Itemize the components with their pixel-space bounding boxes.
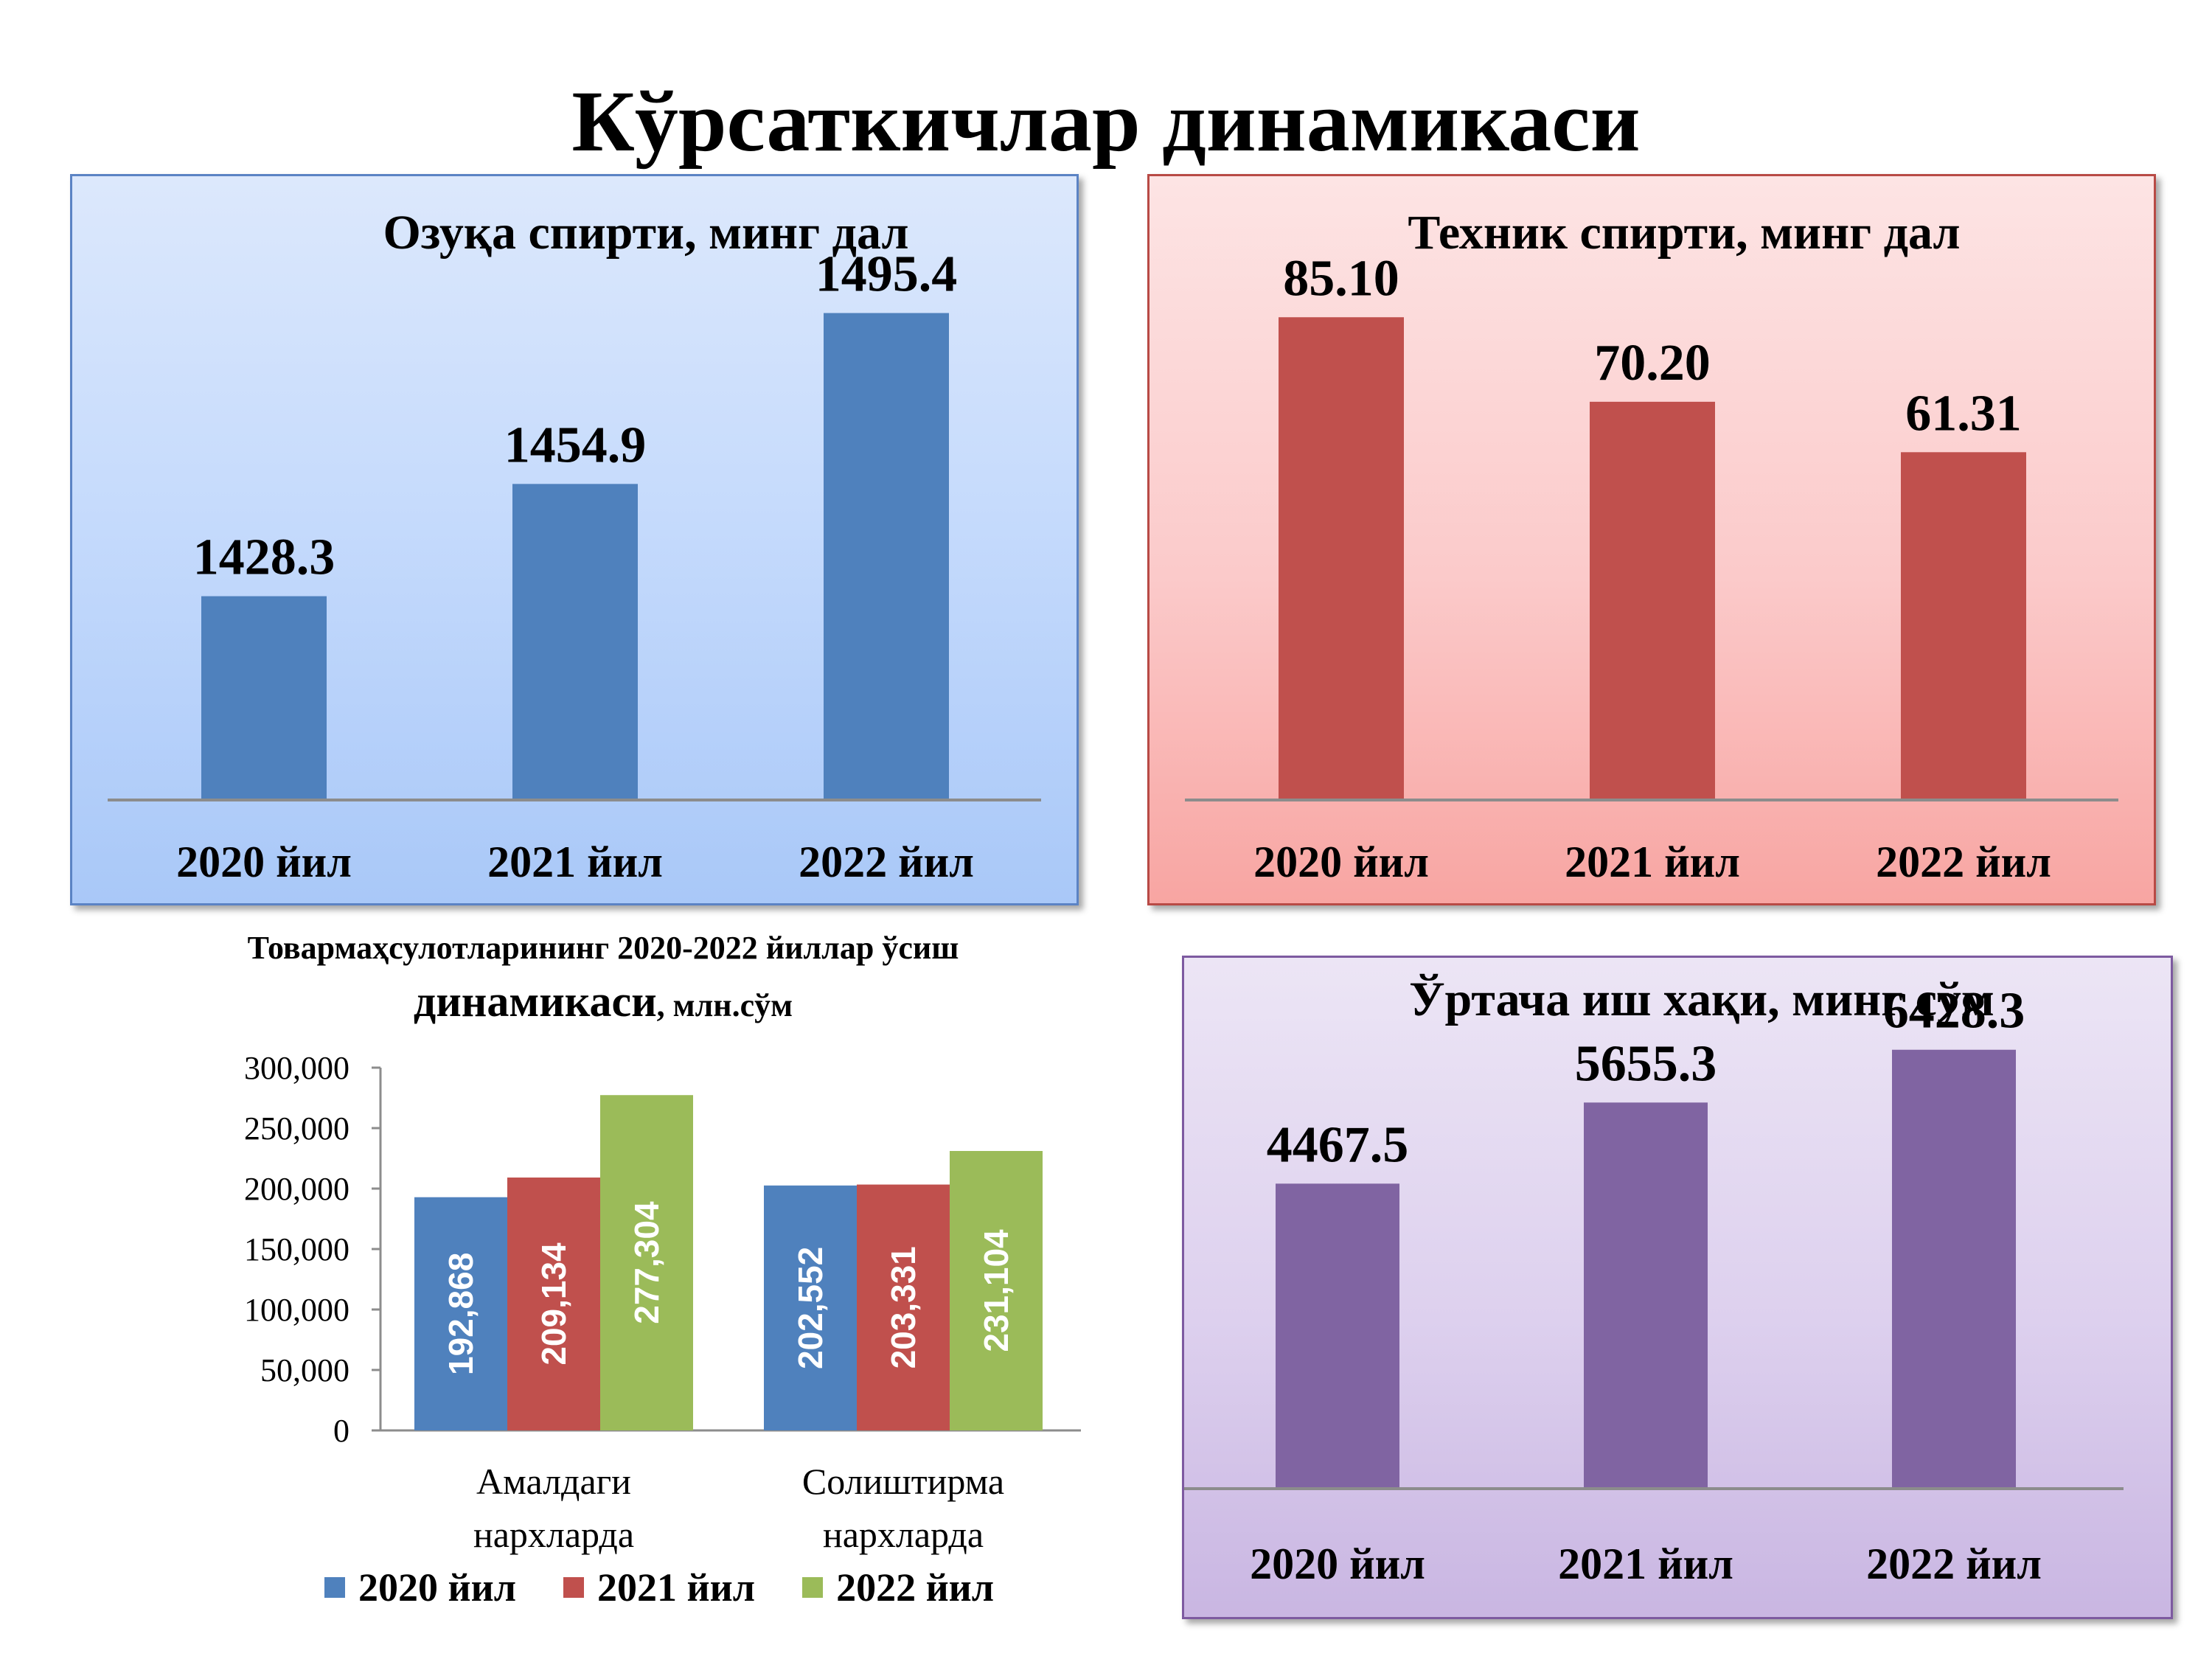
bar-2021: [1584, 1102, 1708, 1489]
bar-current-2020: [414, 1197, 507, 1430]
data-label-comparable-2021: 203,331: [884, 1246, 922, 1368]
data-label-comparable-2022: 231,104: [977, 1229, 1015, 1352]
x-tick-label-2021: 2021 йил: [487, 838, 663, 886]
data-label-2020: 85.10: [1283, 250, 1399, 307]
x-tick-label-2022: 2022 йил: [1876, 838, 2051, 886]
x-tick-label-current: нархларда: [473, 1514, 634, 1555]
x-tick-label-2021: 2021 йил: [1558, 1540, 1733, 1588]
x-tick-label-comparable: Солиштирма: [802, 1461, 1004, 1502]
legend-item-2022: 2022 йил: [802, 1565, 994, 1610]
data-label-2022: 61.31: [1905, 385, 2022, 442]
bar-2021: [1590, 401, 1715, 800]
x-tick-label-2021: 2021 йил: [1565, 838, 1740, 886]
data-label-2020: 1428.3: [193, 529, 335, 586]
chart-title: Озуқа спирти, минг дал: [383, 206, 908, 260]
data-label-2022: 1495.4: [815, 246, 958, 303]
bar-2022: [1901, 452, 2026, 800]
data-label-2020: 4467.5: [1267, 1116, 1409, 1173]
legend-swatch-2020: [324, 1577, 345, 1598]
x-tick-label-2020: 2020 йил: [176, 838, 352, 886]
y-tick-label: 150,000: [244, 1231, 349, 1267]
bar-2020: [1276, 1183, 1399, 1489]
chart-title-line1: Товармаҳсулотларининг 2020-2022 йиллар ў…: [248, 930, 959, 966]
data-label-comparable-2020: 202,552: [791, 1247, 830, 1369]
x-tick-label-comparable: нархларда: [823, 1514, 984, 1555]
x-tick-label-2020: 2020 йил: [1250, 1540, 1425, 1588]
technical-alcohol-chart-panel: Техник спирти, минг дал 85.10 2020 йил 70.2…: [1147, 174, 2156, 905]
bar-2022: [1892, 1049, 2016, 1489]
x-tick-label-current: Амалдаги: [476, 1461, 631, 1502]
goods-growth-chart-panel: Товармаҳсулотларининг 2020-2022 йиллар ў…: [162, 929, 1121, 1622]
x-tick-label-2022: 2022 йил: [1866, 1540, 2042, 1588]
data-label-2022: 6428.3: [1883, 983, 2025, 1040]
y-tick-label: 100,000: [244, 1292, 349, 1328]
data-label-2021: 70.20: [1594, 335, 1711, 392]
legend-swatch-2022: [802, 1577, 824, 1598]
bar-2022: [824, 313, 949, 800]
data-label-current-2021: 209,134: [535, 1242, 573, 1366]
chart-title-main: динамикаси: [414, 977, 657, 1026]
bar-2020: [1279, 317, 1404, 800]
bar-current-2021: [507, 1178, 600, 1430]
legend-item-2020: 2020 йил: [324, 1565, 516, 1610]
legend-item-2021: 2021 йил: [563, 1565, 755, 1610]
legend-label-2020: 2020 йил: [358, 1565, 517, 1610]
legend-label-2021: 2021 йил: [597, 1565, 756, 1610]
x-tick-label-2020: 2020 йил: [1253, 838, 1429, 886]
page-title: Кўрсаткичлар динамикаси: [571, 73, 1641, 170]
x-tick-label-2022: 2022 йил: [799, 838, 974, 886]
chart-title: Техник спирти, минг дал: [1408, 206, 1960, 260]
y-tick-label: 50,000: [260, 1352, 349, 1388]
y-tick-label: 200,000: [244, 1171, 349, 1207]
bar-comparable-2021: [857, 1184, 950, 1430]
bar-2020: [201, 596, 327, 800]
legend-label-2022: 2022 йил: [836, 1565, 995, 1610]
data-label-current-2020: 192,868: [442, 1253, 480, 1375]
chart-title: Ўртача иш хақи, минг сўм: [1409, 973, 1994, 1026]
y-tick-label: 300,000: [244, 1050, 349, 1086]
chart-title-unit: , млн.сўм: [657, 987, 793, 1023]
y-tick-label: 250,000: [244, 1110, 349, 1147]
average-wage-chart-panel: Ўртача иш хақи, минг сўм 4467.5 2020 йил 56…: [1182, 956, 2173, 1619]
food-alcohol-chart: Озуқа спирти, минг дал 1428.3 2020 йил 1454…: [108, 206, 1041, 886]
food-alcohol-chart-panel: Озуқа спирти, минг дал 1428.3 2020 йил 1454…: [70, 174, 1079, 905]
chart-title-line2: динамикаси, млн.сўм: [414, 977, 793, 1026]
bar-2021: [512, 484, 638, 800]
data-label-current-2022: 277,304: [627, 1201, 666, 1324]
bar-comparable-2020: [764, 1185, 857, 1430]
goods-growth-chart: Товармаҳсулотларининг 2020-2022 йиллар ў…: [244, 930, 1081, 1555]
average-wage-chart: Ўртача иш хақи, минг сўм 4467.5 2020 йил 56…: [1184, 973, 2124, 1588]
bar-comparable-2022: [950, 1150, 1043, 1430]
goods-chart-legend: 2020 йил 2021 йил 2022 йил: [324, 1562, 994, 1613]
data-label-2021: 1454.9: [504, 417, 647, 473]
y-tick-label: 0: [333, 1413, 349, 1449]
bar-current-2022: [600, 1095, 693, 1430]
data-label-2021: 5655.3: [1575, 1035, 1717, 1092]
legend-swatch-2021: [563, 1577, 585, 1598]
